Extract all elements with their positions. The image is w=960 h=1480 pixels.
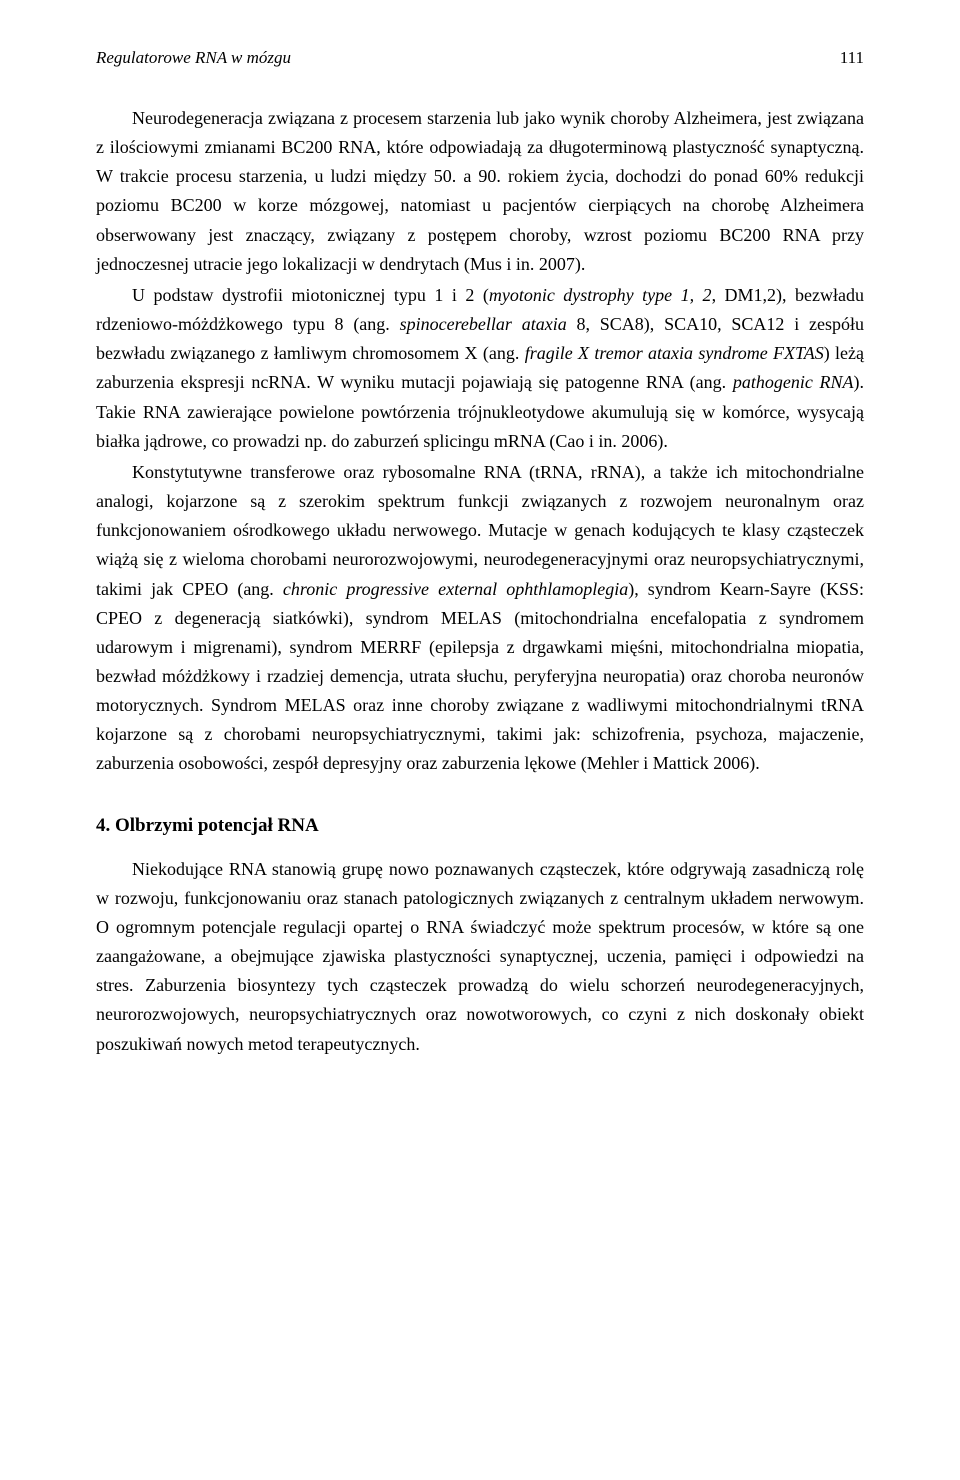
body-paragraph: Neurodegeneracja związana z procesem sta… [96,104,864,279]
paragraph-text: ), syndrom Kearn-Sayre (KSS: CPEO z dege… [96,579,864,774]
paragraph-text: Neurodegeneracja związana z procesem sta… [96,108,864,274]
italic-term: fragile X tremor ataxia syndrome FXTAS [525,343,824,363]
body-paragraph: Niekodujące RNA stanowią grupę nowo pozn… [96,855,864,1059]
italic-term: spinocerebellar ataxia [400,314,567,334]
paragraph-text: U podstaw dystrofii miotonicznej typu 1 … [132,285,489,305]
page-number: 111 [840,48,864,68]
running-head: Regulatorowe RNA w mózgu 111 [96,48,864,68]
italic-term: pathogenic RNA [733,372,854,392]
paragraph-text: Niekodujące RNA stanowią grupę nowo pozn… [96,859,864,1054]
running-head-title: Regulatorowe RNA w mózgu [96,48,291,68]
italic-term: myotonic dystrophy type 1, 2 [489,285,712,305]
section-heading: 4. Olbrzymi potencjał RNA [96,815,864,837]
italic-term: chronic progressive external ophthlamopl… [283,579,628,599]
body-paragraph: Konstytutywne transferowe oraz rybosomal… [96,458,864,779]
document-page: Regulatorowe RNA w mózgu 111 Neurodegene… [0,0,960,1480]
body-paragraph: U podstaw dystrofii miotonicznej typu 1 … [96,281,864,456]
